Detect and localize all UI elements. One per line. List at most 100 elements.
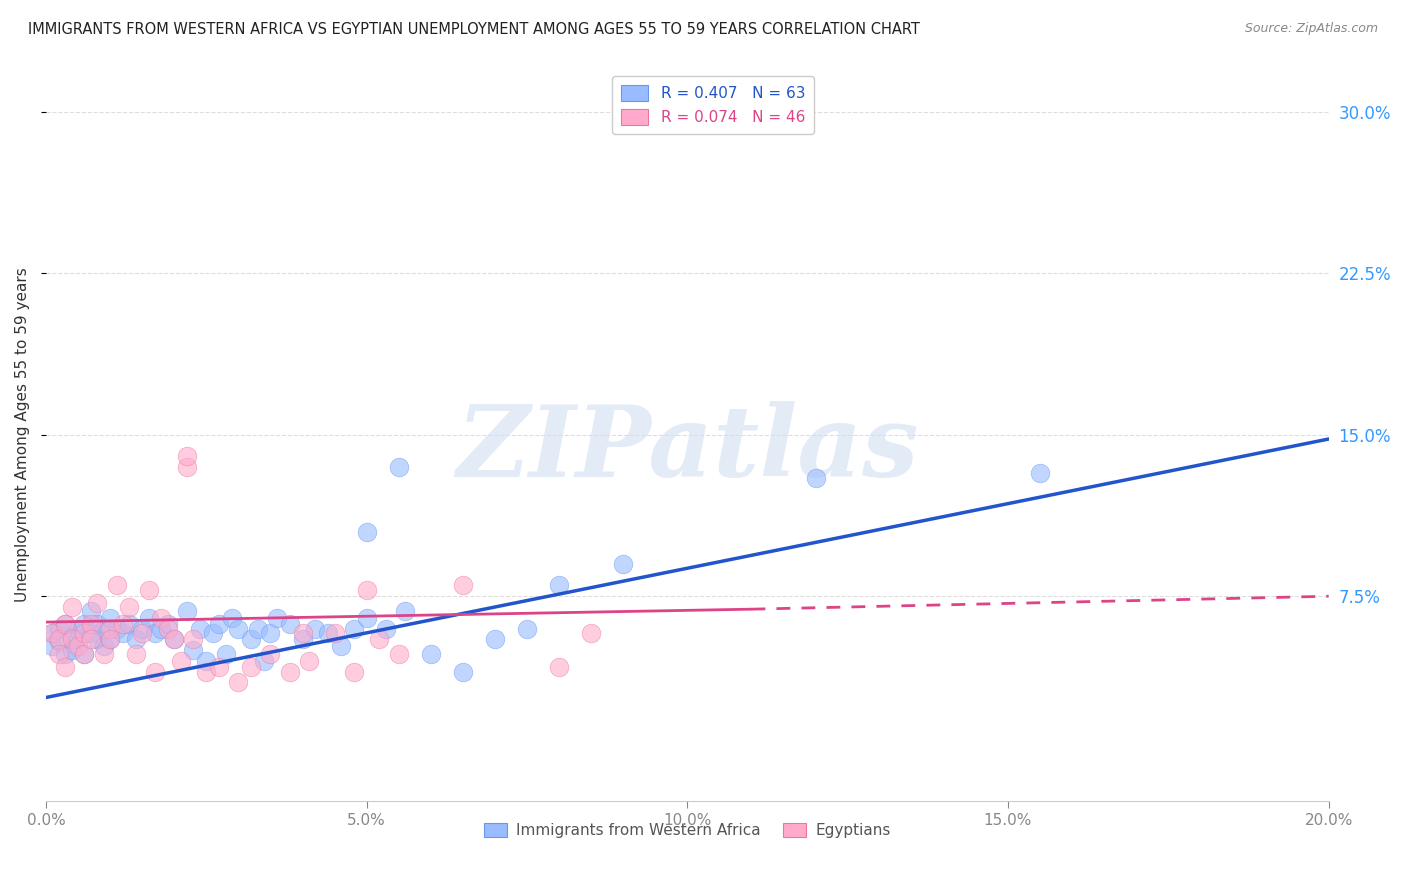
Point bbox=[612, 557, 634, 571]
Point bbox=[53, 648, 76, 662]
Point bbox=[67, 639, 90, 653]
Point bbox=[98, 632, 121, 647]
Point bbox=[98, 611, 121, 625]
Point bbox=[118, 617, 141, 632]
Point bbox=[298, 654, 321, 668]
Point bbox=[138, 582, 160, 597]
Point bbox=[111, 625, 134, 640]
Point bbox=[73, 617, 96, 632]
Point bbox=[316, 625, 339, 640]
Point bbox=[278, 617, 301, 632]
Point bbox=[93, 622, 115, 636]
Point bbox=[80, 632, 103, 647]
Point bbox=[67, 622, 90, 636]
Point bbox=[93, 648, 115, 662]
Point bbox=[419, 648, 441, 662]
Point bbox=[48, 622, 70, 636]
Point bbox=[41, 625, 63, 640]
Point bbox=[60, 643, 83, 657]
Point bbox=[138, 611, 160, 625]
Point bbox=[304, 622, 326, 636]
Point bbox=[548, 660, 571, 674]
Point bbox=[86, 596, 108, 610]
Point bbox=[48, 648, 70, 662]
Point bbox=[195, 654, 218, 668]
Point bbox=[484, 632, 506, 647]
Point bbox=[60, 600, 83, 615]
Point bbox=[73, 648, 96, 662]
Point bbox=[201, 625, 224, 640]
Point bbox=[60, 632, 83, 647]
Point bbox=[368, 632, 391, 647]
Point bbox=[259, 625, 281, 640]
Point bbox=[143, 665, 166, 679]
Point bbox=[176, 460, 198, 475]
Point bbox=[188, 622, 211, 636]
Point bbox=[111, 617, 134, 632]
Point bbox=[291, 625, 314, 640]
Point bbox=[259, 648, 281, 662]
Point bbox=[48, 632, 70, 647]
Point bbox=[176, 449, 198, 463]
Point bbox=[804, 471, 827, 485]
Point bbox=[105, 578, 128, 592]
Point bbox=[246, 622, 269, 636]
Point bbox=[253, 654, 276, 668]
Point bbox=[150, 622, 173, 636]
Point bbox=[356, 582, 378, 597]
Point bbox=[67, 632, 90, 647]
Point bbox=[183, 643, 205, 657]
Legend: Immigrants from Western Africa, Egyptians: Immigrants from Western Africa, Egyptian… bbox=[478, 817, 897, 845]
Point bbox=[394, 604, 416, 618]
Point bbox=[118, 600, 141, 615]
Point bbox=[579, 625, 602, 640]
Point bbox=[240, 660, 263, 674]
Point bbox=[228, 622, 250, 636]
Point bbox=[41, 639, 63, 653]
Point bbox=[73, 648, 96, 662]
Point bbox=[169, 654, 191, 668]
Point bbox=[278, 665, 301, 679]
Point bbox=[163, 632, 186, 647]
Point bbox=[98, 622, 121, 636]
Point bbox=[60, 630, 83, 644]
Point bbox=[451, 578, 474, 592]
Point bbox=[356, 611, 378, 625]
Point bbox=[86, 632, 108, 647]
Point bbox=[208, 617, 231, 632]
Point bbox=[330, 639, 353, 653]
Point bbox=[176, 604, 198, 618]
Point bbox=[291, 632, 314, 647]
Point bbox=[1029, 467, 1052, 481]
Point bbox=[73, 625, 96, 640]
Point bbox=[105, 622, 128, 636]
Point bbox=[131, 622, 153, 636]
Point bbox=[98, 632, 121, 647]
Point bbox=[80, 617, 103, 632]
Point bbox=[80, 604, 103, 618]
Point bbox=[131, 625, 153, 640]
Point bbox=[228, 675, 250, 690]
Point bbox=[343, 665, 366, 679]
Point bbox=[451, 665, 474, 679]
Point bbox=[150, 611, 173, 625]
Point bbox=[125, 632, 148, 647]
Point bbox=[388, 648, 411, 662]
Text: IMMIGRANTS FROM WESTERN AFRICA VS EGYPTIAN UNEMPLOYMENT AMONG AGES 55 TO 59 YEAR: IMMIGRANTS FROM WESTERN AFRICA VS EGYPTI… bbox=[28, 22, 920, 37]
Point bbox=[143, 625, 166, 640]
Point bbox=[240, 632, 263, 647]
Point bbox=[80, 625, 103, 640]
Point bbox=[156, 617, 179, 632]
Point bbox=[163, 632, 186, 647]
Point bbox=[183, 632, 205, 647]
Point bbox=[48, 634, 70, 648]
Text: Source: ZipAtlas.com: Source: ZipAtlas.com bbox=[1244, 22, 1378, 36]
Point bbox=[516, 622, 538, 636]
Point bbox=[86, 617, 108, 632]
Point bbox=[195, 665, 218, 679]
Point bbox=[214, 648, 236, 662]
Point bbox=[356, 524, 378, 539]
Point bbox=[41, 625, 63, 640]
Point bbox=[388, 460, 411, 475]
Point bbox=[93, 639, 115, 653]
